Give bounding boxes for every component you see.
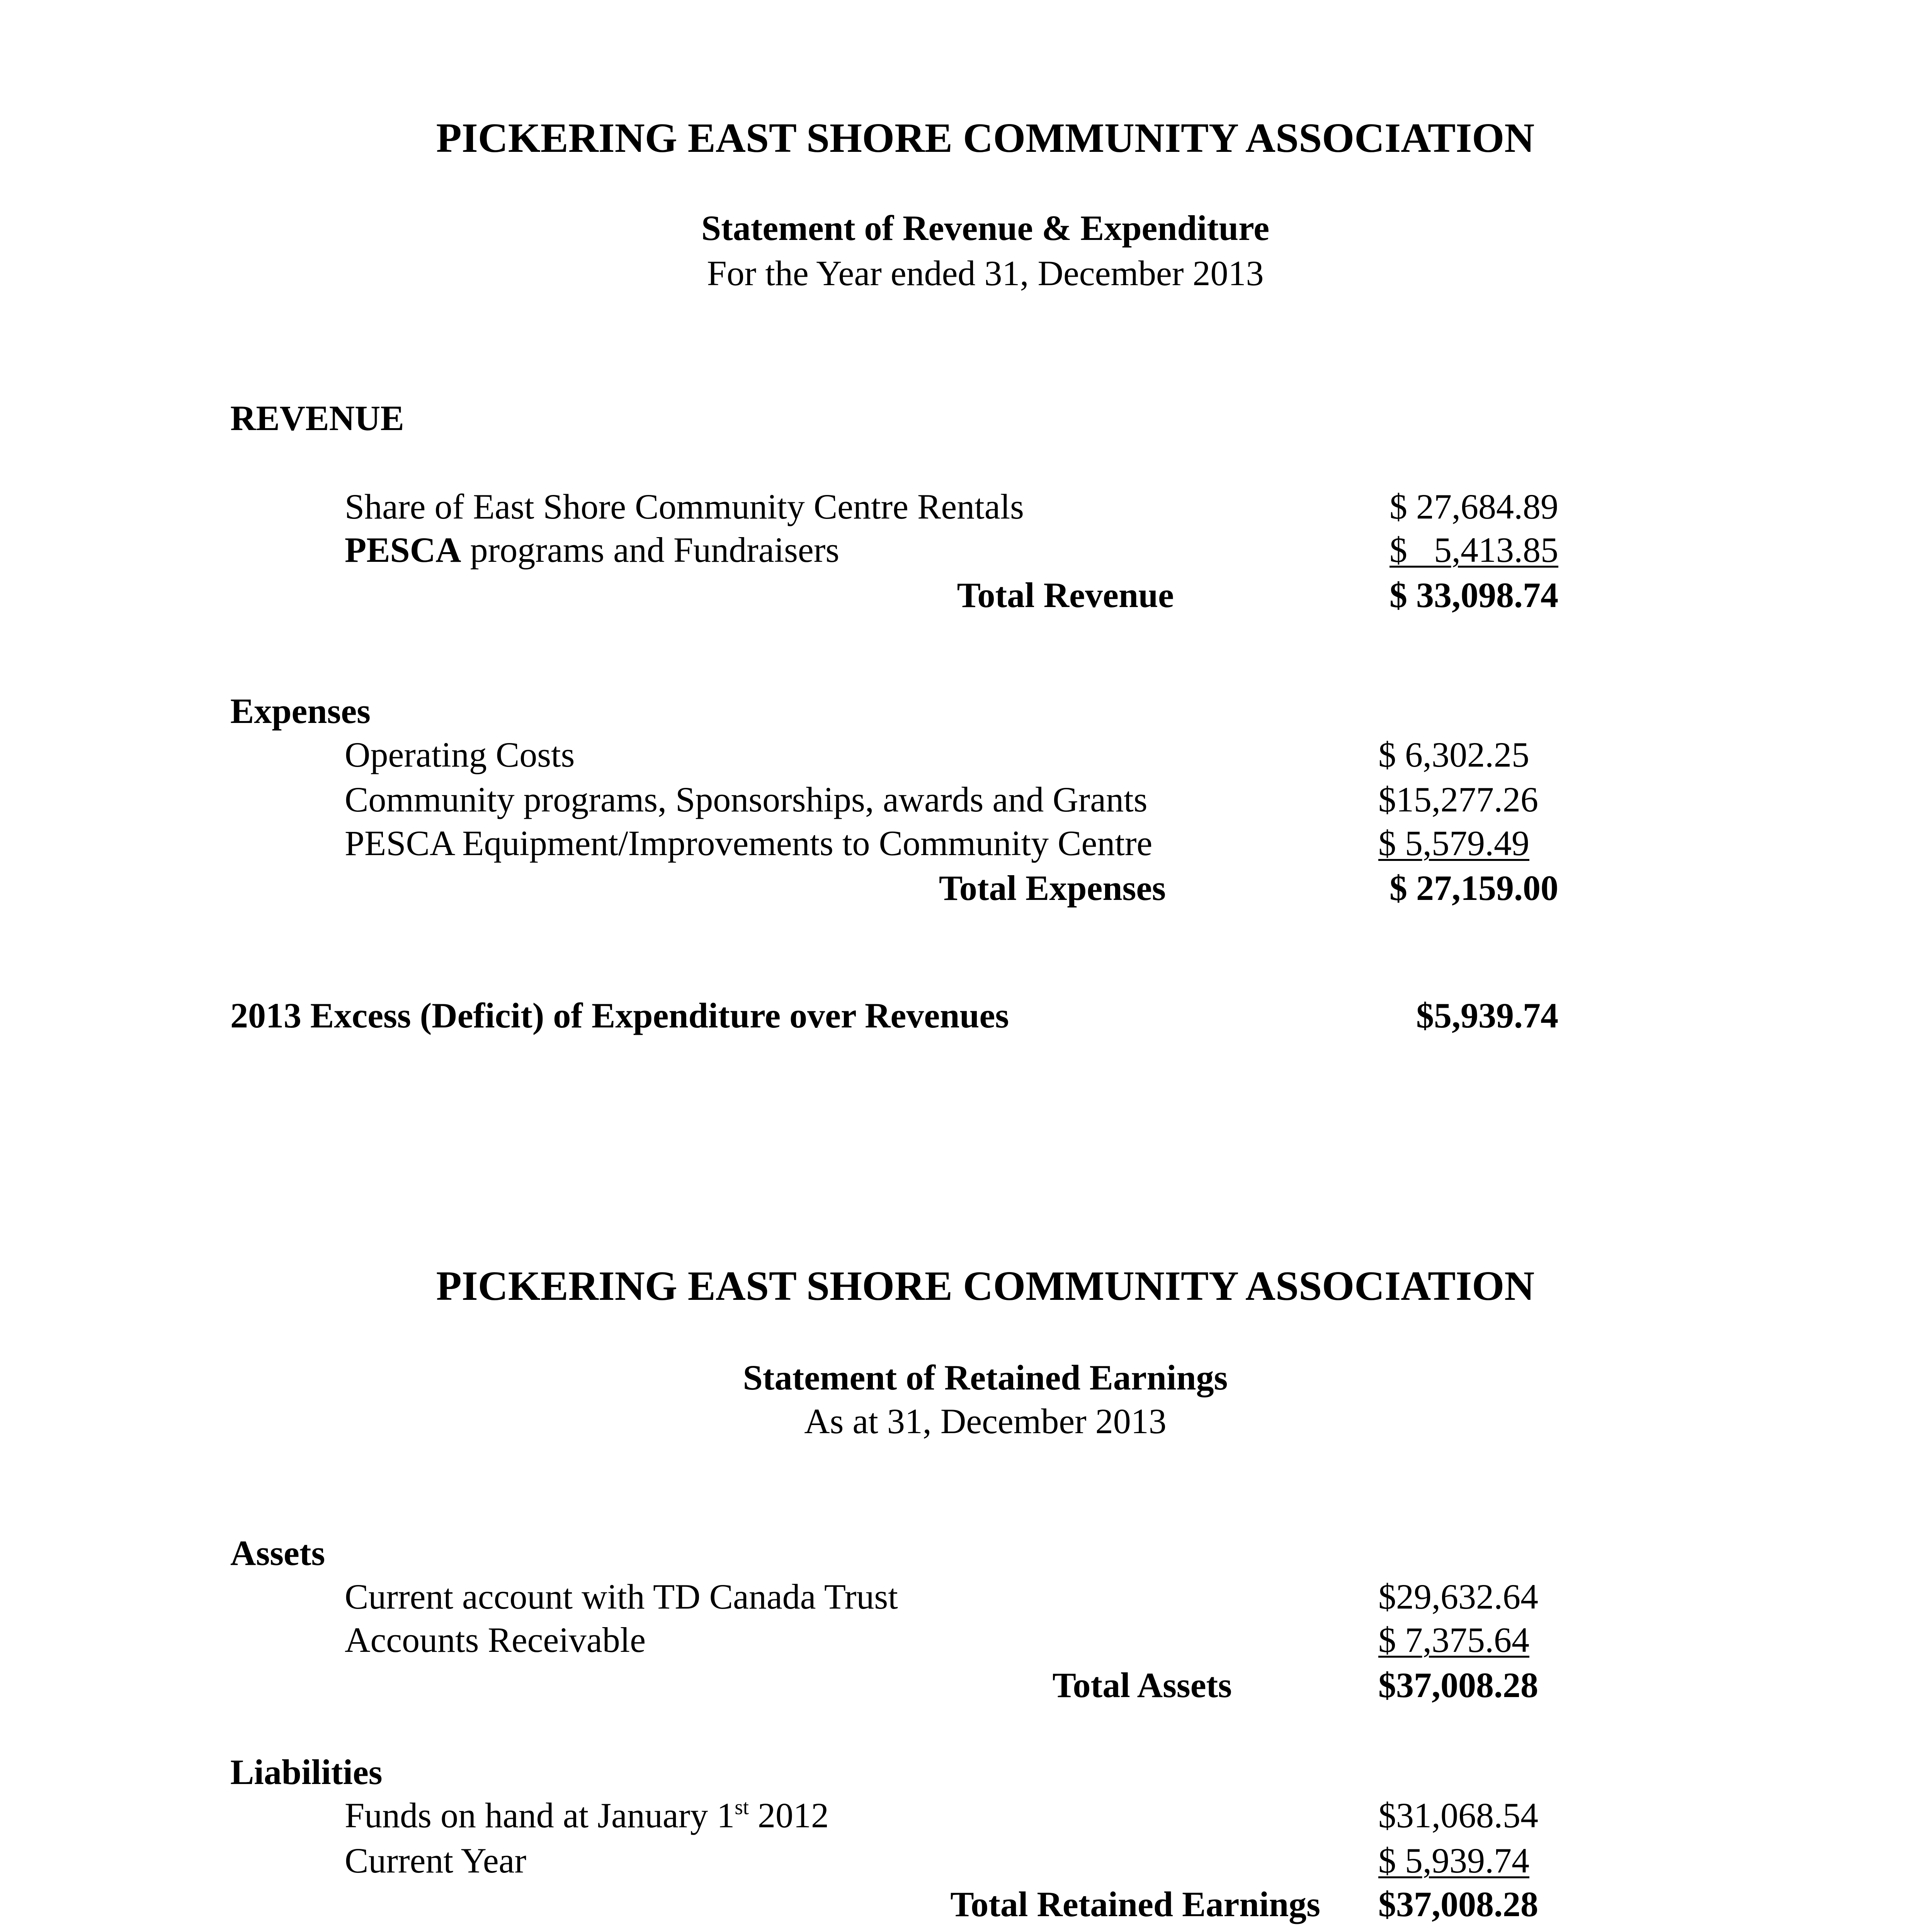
expense-item-label: PESCA Equipment/Improvements to Communit…	[345, 823, 1153, 863]
org-title: PICKERING EAST SHORE COMMUNITY ASSOCIATI…	[436, 1263, 1535, 1309]
amount-underlined: $ 7,375.64	[1378, 1620, 1529, 1660]
label-year: 2012	[749, 1796, 829, 1835]
asset-item-label: Current account with TD Canada Trust	[345, 1577, 898, 1616]
statement-subtitle: Statement of Revenue & Expenditure	[701, 208, 1270, 248]
revenue-heading: REVENUE	[230, 398, 404, 438]
label-text: Funds on hand at January 1	[345, 1796, 735, 1835]
asset-item-amount: $29,632.64	[1378, 1577, 1538, 1616]
liability-item-label: Funds on hand at January 1st 2012	[345, 1793, 829, 1838]
amount-underlined: $ 5,579.49	[1378, 823, 1529, 863]
liabilities-heading: Liabilities	[230, 1752, 383, 1792]
total-assets-amount: $37,008.28	[1378, 1665, 1538, 1705]
excess-amount: $5,939.74	[1416, 996, 1558, 1035]
total-expenses-label: Total Expenses	[939, 868, 1166, 908]
org-title: PICKERING EAST SHORE COMMUNITY ASSOCIATI…	[436, 115, 1535, 161]
statement-period: As at 31, December 2013	[804, 1401, 1167, 1441]
total-revenue-amount: $ 33,098.74	[1389, 575, 1558, 615]
revenue-item-label: Share of East Shore Community Centre Ren…	[345, 487, 1024, 526]
amount-underlined: $ 5,413.85	[1389, 530, 1558, 570]
total-retained-earnings-label: Total Retained Earnings	[950, 1884, 1320, 1924]
statement-period: For the Year ended 31, December 2013	[707, 253, 1264, 293]
expense-item-amount: $15,277.26	[1378, 780, 1538, 819]
expense-item-amount: $ 6,302.25	[1378, 735, 1529, 774]
revenue-item-amount: $ 27,684.89	[1389, 487, 1558, 526]
asset-item-amount: $ 7,375.64	[1378, 1618, 1765, 1662]
ordinal-suffix: st	[735, 1795, 749, 1819]
pesca-bold: PESCA	[345, 530, 461, 570]
liability-item-amount: $ 5,939.74	[1378, 1838, 1765, 1883]
expense-item-amount: $ 5,579.49	[1378, 821, 1765, 866]
total-retained-earnings-amount: $37,008.28	[1378, 1884, 1538, 1924]
expense-item-label: Operating Costs	[345, 735, 575, 774]
total-revenue-label: Total Revenue	[957, 575, 1174, 615]
total-assets-label: Total Assets	[1052, 1665, 1232, 1705]
assets-heading: Assets	[230, 1533, 325, 1573]
liability-item-amount: $31,068.54	[1378, 1796, 1538, 1835]
total-expenses-amount: $ 27,159.00	[1389, 868, 1558, 908]
revenue-item-label: PESCA programs and Fundraisers	[345, 528, 839, 572]
asset-item-label: Accounts Receivable	[345, 1620, 646, 1660]
statement-subtitle: Statement of Retained Earnings	[743, 1358, 1228, 1397]
expenses-heading: Expenses	[230, 691, 371, 731]
label-text: programs and Fundraisers	[461, 530, 840, 570]
liability-item-label: Current Year	[345, 1841, 527, 1880]
excess-label: 2013 Excess (Deficit) of Expenditure ove…	[230, 996, 1009, 1035]
expense-item-label: Community programs, Sponsorships, awards…	[345, 780, 1148, 819]
revenue-item-amount: $ 5,413.85	[1172, 528, 1558, 572]
amount-underlined: $ 5,939.74	[1378, 1841, 1529, 1880]
